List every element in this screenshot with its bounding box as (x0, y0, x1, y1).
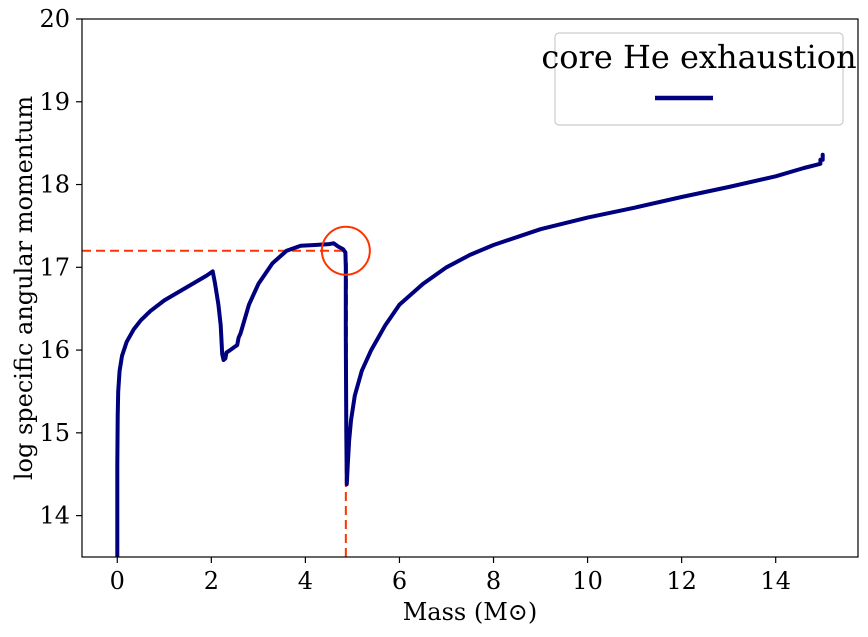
y-tick-label: 15 (39, 419, 70, 447)
y-tick-label: 19 (39, 88, 70, 116)
x-tick-label: 0 (110, 567, 125, 595)
x-tick-label: 4 (298, 567, 313, 595)
x-tick-label: 10 (572, 567, 603, 595)
y-tick-label: 16 (39, 336, 70, 364)
annotation-circle (320, 225, 371, 276)
y-tick-label: 20 (39, 5, 70, 33)
y-axis-label: log specific angular momentum (10, 96, 38, 481)
y-tick-label: 17 (39, 253, 70, 281)
legend-title: core He exhaustion (541, 38, 856, 76)
plot-area (82, 152, 825, 557)
series-line-0 (115, 152, 825, 557)
y-tick-label: 18 (39, 171, 70, 199)
x-axis-label: Mass (M⊙) (403, 598, 538, 626)
x-tick-label: 14 (760, 567, 791, 595)
axis-ticks: 0 2 4 6 8 10 12 14 14 15 16 17 18 19 20 (39, 5, 791, 595)
y-tick-label: 14 (39, 502, 70, 530)
legend: core He exhaustion (541, 32, 857, 126)
plot-frame (81, 18, 859, 558)
x-tick-label: 6 (392, 567, 407, 595)
x-tick-label: 12 (666, 567, 697, 595)
legend-box (554, 32, 844, 126)
x-tick-label: 8 (486, 567, 501, 595)
x-tick-label: 2 (204, 567, 219, 595)
